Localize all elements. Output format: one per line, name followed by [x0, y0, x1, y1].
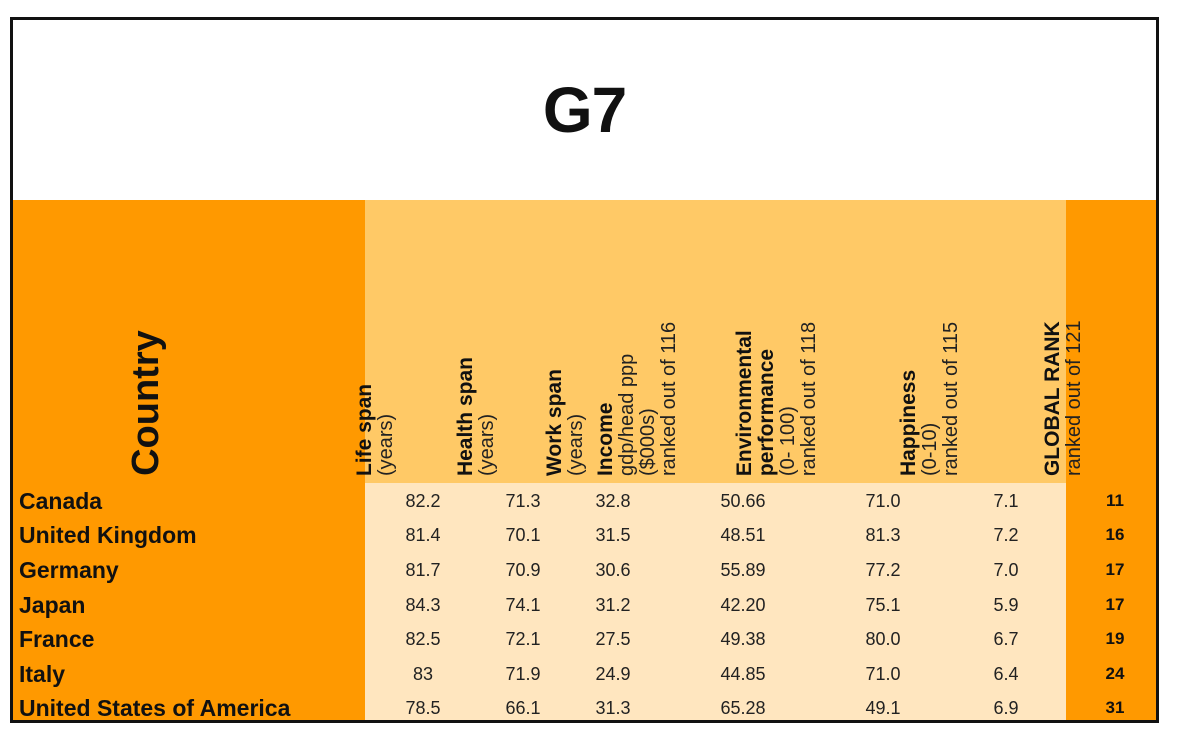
health-span-value: 70.1	[505, 525, 541, 545]
header-income-ranked: ranked out of 116	[658, 321, 680, 476]
life-span-value: 83	[412, 664, 434, 684]
table-row: Canada 82.2 71.3 32.8 50.66 71.0 7.1 11	[13, 484, 1156, 518]
header-global-rank-ranked: ranked out of 121	[1063, 320, 1085, 476]
table-row: United States of America 78.5 66.1 31.3 …	[13, 691, 1156, 725]
income-value: 42.20	[720, 595, 766, 615]
income-value: 55.89	[720, 560, 766, 580]
table-row: France 82.5 72.1 27.5 49.38 80.0 6.7 19	[13, 622, 1156, 656]
rank-column-bg	[1066, 200, 1156, 720]
life-span-value: 81.7	[405, 560, 441, 580]
header-health-span-unit: (years)	[476, 413, 498, 476]
global-rank-value: 31	[1105, 698, 1125, 717]
country-column-bg	[13, 200, 365, 720]
header-health-span: Health span (years)	[454, 200, 499, 476]
life-span-value: 78.5	[405, 698, 441, 718]
country-name: Germany	[19, 557, 119, 583]
happiness-value: 6.9	[993, 698, 1019, 718]
table-row: United Kingdom 81.4 70.1 31.5 48.51 81.3…	[13, 518, 1156, 552]
happiness-value: 7.1	[993, 491, 1019, 511]
income-value: 49.38	[720, 629, 766, 649]
header-country-label: Country	[125, 330, 168, 476]
income-value: 50.66	[720, 491, 766, 511]
header-environment-label-1: Environmental	[732, 330, 756, 476]
health-span-value: 71.3	[505, 491, 541, 511]
global-rank-value: 17	[1105, 560, 1125, 579]
header-happiness: Happiness (0-10) ranked out of 115	[897, 200, 963, 476]
country-name: Canada	[19, 488, 103, 514]
metrics-header-bg	[365, 200, 1066, 483]
header-work-span-label: Work span	[542, 369, 566, 476]
work-span-value: 32.8	[595, 491, 631, 511]
environment-value: 75.1	[865, 595, 901, 615]
happiness-value: 6.7	[993, 629, 1019, 649]
global-rank-value: 11	[1106, 491, 1124, 510]
header-income: Income gdp/head ppp ($000s) ranked out o…	[594, 200, 681, 476]
header-life-span: Life span (years)	[353, 200, 398, 476]
header-life-span-unit: (years)	[375, 413, 397, 476]
health-span-value: 74.1	[505, 595, 541, 615]
country-name: United States of America	[19, 695, 291, 721]
environment-value: 71.0	[865, 491, 901, 511]
header-income-unit: ($000s)	[637, 408, 659, 476]
country-name: Italy	[19, 661, 66, 687]
header-work-span: Work span (years)	[543, 200, 588, 476]
country-name: Japan	[19, 592, 86, 618]
header-happiness-scale: (0-10)	[919, 422, 941, 476]
country-name: France	[19, 626, 95, 652]
header-environment-scale: (0- 100)	[777, 405, 799, 476]
header-happiness-label: Happiness	[896, 369, 920, 476]
income-value: 65.28	[720, 698, 766, 718]
health-span-value: 70.9	[505, 560, 541, 580]
work-span-value: 27.5	[595, 629, 631, 649]
happiness-value: 6.4	[993, 664, 1019, 684]
header-environment-ranked: ranked out of 118	[798, 321, 820, 476]
header-country: Country	[125, 200, 190, 476]
header-income-label: Income	[593, 402, 617, 476]
health-span-value: 72.1	[505, 629, 541, 649]
header-global-rank-label: GLOBAL RANK	[1040, 321, 1064, 476]
life-span-value: 84.3	[405, 595, 441, 615]
health-span-value: 66.1	[505, 698, 541, 718]
environment-value: 80.0	[865, 629, 901, 649]
global-rank-value: 16	[1105, 525, 1125, 544]
life-span-value: 82.2	[405, 491, 441, 511]
global-rank-value: 17	[1105, 595, 1125, 614]
header-income-measure: gdp/head ppp	[616, 353, 638, 476]
life-span-value: 82.5	[405, 629, 441, 649]
g7-table: G7 Country Life span (years) Health span…	[10, 17, 1159, 723]
work-span-value: 31.2	[595, 595, 631, 615]
header-life-span-label: Life span	[352, 383, 376, 476]
header-work-span-unit: (years)	[565, 413, 587, 476]
table-row: Germany 81.7 70.9 30.6 55.89 77.2 7.0 17	[13, 553, 1156, 587]
global-rank-value: 24	[1105, 664, 1125, 683]
table-row: Italy 83 71.9 24.9 44.85 71.0 6.4 24	[13, 657, 1156, 691]
environment-value: 77.2	[865, 560, 901, 580]
work-span-value: 30.6	[595, 560, 631, 580]
global-rank-value: 19	[1105, 629, 1125, 648]
country-name: United Kingdom	[19, 522, 197, 548]
header-environment: Environmental performance (0- 100) ranke…	[733, 200, 821, 476]
header-environment-label-2: performance	[754, 348, 778, 476]
work-span-value: 31.3	[595, 698, 631, 718]
happiness-value: 7.0	[993, 560, 1019, 580]
happiness-value: 7.2	[993, 525, 1019, 545]
work-span-value: 24.9	[595, 664, 631, 684]
health-span-value: 71.9	[505, 664, 541, 684]
environment-value: 81.3	[865, 525, 901, 545]
environment-value: 71.0	[865, 664, 901, 684]
table-row: Japan 84.3 74.1 31.2 42.20 75.1 5.9 17	[13, 588, 1156, 622]
page-title: G7	[542, 74, 627, 146]
environment-value: 49.1	[865, 698, 901, 718]
income-value: 44.85	[720, 664, 766, 684]
header-global-rank: GLOBAL RANK ranked out of 121	[1041, 200, 1086, 476]
happiness-value: 5.9	[993, 595, 1019, 615]
header-happiness-ranked: ranked out of 115	[940, 321, 962, 476]
life-span-value: 81.4	[405, 525, 441, 545]
income-value: 48.51	[720, 525, 766, 545]
work-span-value: 31.5	[595, 525, 631, 545]
header-health-span-label: Health span	[453, 356, 477, 476]
metrics-body-bg	[365, 483, 1066, 720]
